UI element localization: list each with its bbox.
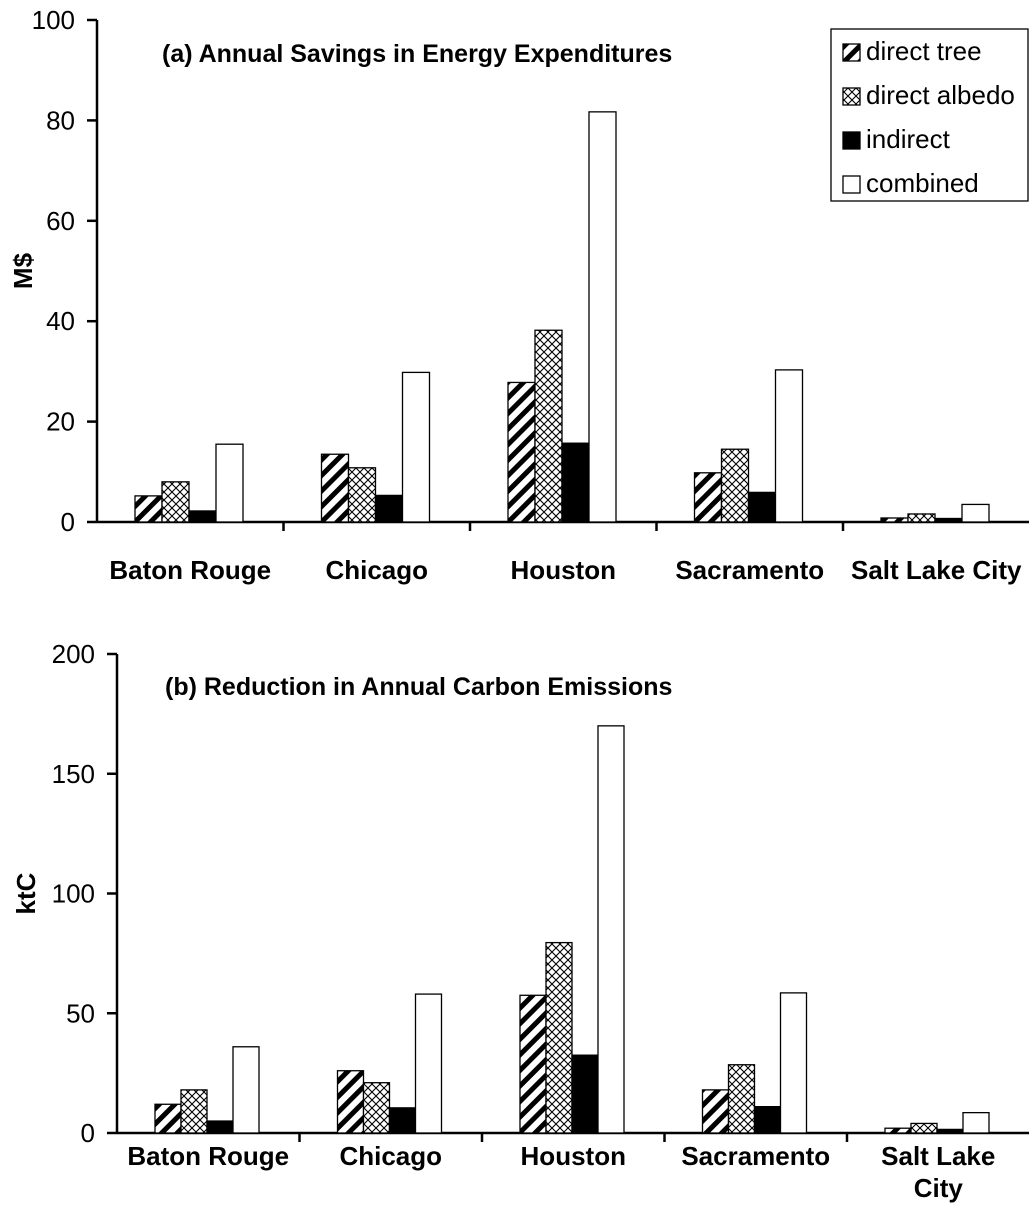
bar-combined-baton-rouge xyxy=(215,443,244,523)
y-tick-label: 60 xyxy=(46,206,75,236)
bar-direct-albedo-salt-lake-city xyxy=(907,513,936,523)
bar-direct-tree-baton-rouge xyxy=(134,495,163,523)
y-tick-label: 100 xyxy=(32,5,75,35)
chart-panel-a: 0 20 40 60 80 100 Baton Rouge Chicago Houston Sac… xyxy=(8,5,1029,585)
legend-label-direct-albedo: direct albedo xyxy=(866,80,1015,110)
bar-direct-albedo-baton-rouge xyxy=(161,481,190,523)
bar-combined-chicago xyxy=(401,371,431,523)
bar-direct-albedo-salt-lake-city xyxy=(910,1122,938,1134)
bar-direct-tree-baton-rouge xyxy=(154,1103,182,1134)
bar-indirect-sacramento xyxy=(747,491,777,523)
bar-indirect-salt-lake-city xyxy=(934,517,963,523)
bar-direct-albedo-baton-rouge xyxy=(180,1089,208,1134)
bar-direct-tree-sacramento xyxy=(693,472,723,523)
legend-swatch-combined xyxy=(842,175,861,194)
y-tick-label: 150 xyxy=(52,759,95,789)
bar-direct-tree-salt-lake-city xyxy=(884,1127,912,1134)
category-label-baton-rouge: Baton Rouge xyxy=(127,1141,289,1171)
bar-combined-sacramento xyxy=(779,992,808,1134)
y-tick-label: 0 xyxy=(81,1118,95,1148)
y-tick-label: 80 xyxy=(46,105,75,135)
bar-combined-baton-rouge xyxy=(232,1046,260,1134)
bar-combined-sacramento xyxy=(774,369,804,523)
category-label-salt-lake-city: Salt Lake City xyxy=(881,1141,995,1203)
category-label-baton-rouge: Baton Rouge xyxy=(109,555,271,585)
bar-direct-albedo-houston xyxy=(545,941,573,1134)
bar-direct-tree-houston xyxy=(519,994,547,1134)
category-label-chicago: Chicago xyxy=(325,555,428,585)
bar-direct-tree-sacramento xyxy=(701,1089,730,1134)
y-tick-label: 100 xyxy=(52,879,95,909)
bar-combined-salt-lake-city xyxy=(961,503,990,523)
bar-direct-albedo-houston xyxy=(534,329,563,523)
legend-label-direct-tree: direct tree xyxy=(866,36,982,66)
bar-indirect-baton-rouge xyxy=(206,1120,234,1134)
category-label-houston: Houston xyxy=(521,1141,626,1171)
legend-swatch-direct-tree xyxy=(842,43,861,62)
bar-combined-salt-lake-city xyxy=(962,1111,990,1134)
legend-swatch-direct-albedo xyxy=(842,87,861,106)
bar-direct-albedo-sacramento xyxy=(727,1064,756,1134)
legend-swatch-indirect xyxy=(842,131,861,150)
bar-direct-albedo-sacramento xyxy=(720,448,750,523)
bar-direct-tree-chicago xyxy=(320,453,350,523)
category-label-salt-lake-city: Salt Lake City xyxy=(851,555,1022,585)
y-axis-label: ktC xyxy=(11,872,41,914)
category-label-sacramento: Sacramento xyxy=(675,555,824,585)
bar-direct-albedo-chicago xyxy=(362,1082,391,1134)
chart-panel-b: 0 50 100 150 200 Baton Rouge Chicago Houston Sac… xyxy=(11,639,1029,1203)
bar-combined-houston xyxy=(588,111,617,523)
category-label-chicago: Chicago xyxy=(339,1141,442,1171)
y-tick-label: 50 xyxy=(66,998,95,1028)
bar-indirect-houston xyxy=(561,442,590,523)
category-label-sacramento: Sacramento xyxy=(681,1141,830,1171)
bar-direct-tree-chicago xyxy=(336,1070,365,1134)
legend-box xyxy=(830,28,1029,202)
bar-indirect-baton-rouge xyxy=(188,510,217,523)
bar-direct-tree-salt-lake-city xyxy=(880,517,909,523)
y-tick-label: 200 xyxy=(52,639,95,669)
y-axis-label: M$ xyxy=(8,252,38,289)
bar-indirect-chicago xyxy=(374,494,404,523)
chart-title: (a) Annual Savings in Energy Expenditure… xyxy=(162,40,672,68)
y-tick-label: 20 xyxy=(46,407,75,437)
legend-label-combined: combined xyxy=(866,168,979,198)
legend-label-indirect: indirect xyxy=(866,124,951,154)
bar-indirect-salt-lake-city xyxy=(936,1128,964,1134)
legend: direct tree direct albedo indirect combined xyxy=(830,28,1029,202)
bar-direct-albedo-chicago xyxy=(347,467,377,523)
chart-title: (b) Reduction in Annual Carbon Emissions xyxy=(165,673,672,701)
bar-combined-chicago xyxy=(414,993,443,1134)
category-label-houston: Houston xyxy=(511,555,616,585)
bar-direct-tree-houston xyxy=(507,381,536,523)
bar-combined-houston xyxy=(597,725,625,1134)
y-tick-label: 40 xyxy=(46,306,75,336)
bar-indirect-chicago xyxy=(388,1107,417,1134)
bar-indirect-sacramento xyxy=(753,1106,782,1134)
y-tick-label: 0 xyxy=(61,507,75,537)
bar-indirect-houston xyxy=(571,1054,599,1134)
